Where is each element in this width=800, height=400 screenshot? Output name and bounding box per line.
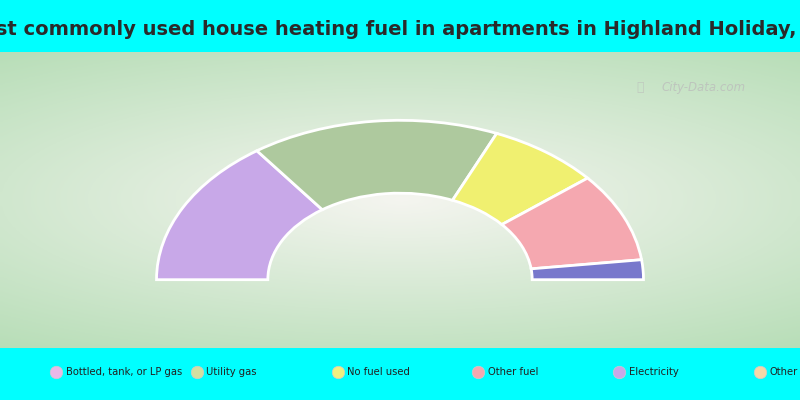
Wedge shape [157,151,322,280]
Wedge shape [453,134,588,224]
Wedge shape [502,178,642,269]
Text: Electricity: Electricity [629,367,678,377]
Text: Bottled, tank, or LP gas: Bottled, tank, or LP gas [66,367,182,377]
Text: Other: Other [770,367,798,377]
Text: Other fuel: Other fuel [488,367,538,377]
Text: Utility gas: Utility gas [206,367,257,377]
Wedge shape [257,120,497,210]
Text: Most commonly used house heating fuel in apartments in Highland Holiday, OH: Most commonly used house heating fuel in… [0,20,800,39]
Text: City-Data.com: City-Data.com [662,81,746,94]
Text: No fuel used: No fuel used [347,367,410,377]
Text: ⓘ: ⓘ [636,81,644,94]
Wedge shape [531,260,643,280]
